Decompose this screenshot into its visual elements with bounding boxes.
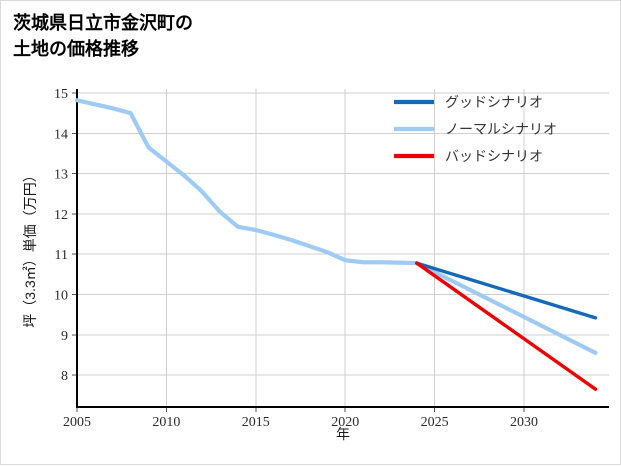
legend-label-0: グッドシナリオ [445,94,543,110]
series-line-bad [415,261,598,391]
page-title: 茨城県日立市金沢町の 土地の価格推移 [13,13,193,60]
x-tick-label: 2020 [331,415,359,430]
series-line-normal [74,98,598,356]
y-tick-label: 12 [54,208,68,223]
tickmark-group [72,92,525,412]
x-tick-label: 2005 [63,415,91,430]
legend-label-2: バッドシナリオ [445,148,543,164]
x-axis-tick-labels: 2005 2010 2015 2020 2025 2030 [63,415,538,430]
data-series-group [74,98,598,391]
y-tick-label: 8 [61,369,68,384]
x-tick-label: 2025 [421,415,449,430]
y-axis-title: 坪（3.3㎡）単価（万円） [22,168,38,327]
y-tick-label: 10 [54,289,68,304]
y-axis-tick-labels: 8 9 10 11 12 13 14 15 [54,87,68,384]
x-tick-label: 2030 [510,415,538,430]
x-tick-label: 2015 [242,415,270,430]
y-tick-label: 13 [54,168,68,183]
y-tick-label: 14 [54,127,68,142]
x-tick-label: 2010 [152,415,180,430]
y-tick-label: 9 [61,329,68,344]
x-axis-title: 年 [336,426,350,442]
legend-label-1: ノーマルシナリオ [445,121,557,137]
y-tick-label: 15 [54,87,68,102]
y-tick-label: 11 [55,248,68,263]
series-line-good [415,261,598,320]
